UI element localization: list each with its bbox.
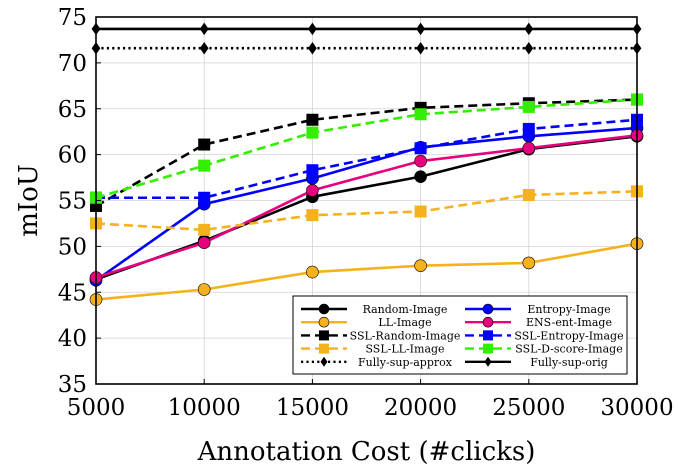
axis-ticks: 5000 10000 15000 20000 25000 30000 35 40 45 50 55 6… <box>58 5 674 421</box>
series-ll-image <box>89 237 644 306</box>
legend-label: SSL-D-score-Image <box>515 343 622 356</box>
series-line <box>95 134 638 279</box>
legend-marker <box>483 330 493 341</box>
series-ssl-ll-image <box>90 185 643 236</box>
y-tick-label: 40 <box>58 326 87 352</box>
series-lines <box>89 22 644 306</box>
y-tick-label: 65 <box>58 97 87 123</box>
data-point <box>414 259 427 272</box>
x-tick-label: 10000 <box>168 395 241 421</box>
data-point <box>306 184 319 197</box>
legend-marker <box>482 316 494 328</box>
y-tick-label: 50 <box>58 234 87 260</box>
x-tick-label: 20000 <box>384 395 457 421</box>
legend-label: SSL-LL-Image <box>365 343 444 356</box>
y-tick-label: 60 <box>58 143 87 169</box>
series-ssl-entropy-image <box>90 113 643 204</box>
legend-entry: SSL-D-score-Image <box>465 343 623 356</box>
legend-marker <box>483 343 493 354</box>
series-line <box>95 242 638 301</box>
legend-marker <box>318 316 330 328</box>
legend-marker <box>319 330 329 341</box>
data-point <box>414 142 427 155</box>
x-axis-label: Annotation Cost (#clicks) <box>197 437 536 467</box>
data-point <box>199 41 209 55</box>
data-point <box>306 209 319 222</box>
legend-marker <box>319 343 329 354</box>
data-point <box>198 223 211 236</box>
data-point <box>522 256 536 270</box>
series-line <box>95 126 638 282</box>
legend-entry: LL-Image <box>301 316 432 329</box>
legend-entry: Random-Image <box>301 303 447 316</box>
legend: Random-Image Entropy-Image LL-Image ENS-ent… <box>292 295 628 375</box>
data-point <box>414 154 427 168</box>
data-point <box>199 22 209 36</box>
data-point <box>197 236 211 250</box>
series-line <box>95 190 638 232</box>
data-point <box>522 122 535 135</box>
legend-entry: SSL-Random-Image <box>301 329 460 342</box>
series-line <box>95 98 638 199</box>
data-point <box>524 22 534 36</box>
legend-marker <box>318 303 330 315</box>
data-point <box>522 100 535 113</box>
x-tick-label: 30000 <box>600 395 673 421</box>
legend-marker <box>320 356 328 367</box>
y-tick-label: 55 <box>58 189 87 215</box>
legend-entry: Fully-sup-orig <box>465 356 608 369</box>
legend-label: Fully-sup-approx <box>358 356 453 369</box>
data-point <box>306 113 319 126</box>
data-point <box>197 283 211 296</box>
series-line <box>96 118 638 200</box>
data-point <box>198 159 211 172</box>
legend-label: LL-Image <box>378 316 431 329</box>
data-point <box>308 41 317 55</box>
legend-marker <box>482 303 494 315</box>
data-point <box>524 41 534 55</box>
legend-entry: Entropy-Image <box>465 303 611 316</box>
legend-entry: SSL-LL-Image <box>301 343 445 356</box>
data-point <box>198 138 211 151</box>
data-point <box>306 126 319 139</box>
data-point <box>306 164 319 177</box>
legend-items: Random-Image Entropy-Image LL-Image ENS-ent… <box>301 303 624 369</box>
x-tick-label: 5000 <box>67 395 126 421</box>
legend-entry: Fully-sup-approx <box>301 356 453 369</box>
data-point <box>522 141 536 155</box>
x-tick-label: 25000 <box>492 395 565 421</box>
series-random-image <box>89 129 644 286</box>
legend-label: ENS-ent-Image <box>526 316 612 329</box>
legend-entry: ENS-ent-Image <box>465 316 612 329</box>
y-axis-label: mIoU <box>14 164 44 237</box>
legend-marker <box>484 356 492 367</box>
y-tick-label: 75 <box>58 5 87 31</box>
legend-label: SSL-Entropy-Image <box>514 329 623 342</box>
legend-box <box>292 295 628 375</box>
legend-entry: SSL-Entropy-Image <box>465 329 624 342</box>
legend-label: Entropy-Image <box>527 303 610 316</box>
legend-label: Random-Image <box>363 303 448 316</box>
data-point <box>198 191 211 204</box>
series-fully-sup-approx <box>91 41 642 55</box>
data-point <box>522 188 535 201</box>
series-fully-sup-orig <box>91 22 642 36</box>
data-point <box>414 205 427 218</box>
y-tick-label: 45 <box>58 280 87 306</box>
x-tick-label: 15000 <box>276 395 349 421</box>
data-point <box>414 108 427 121</box>
y-tick-label: 35 <box>58 372 87 398</box>
data-point <box>308 22 317 36</box>
data-point <box>416 22 425 36</box>
data-point <box>416 41 425 55</box>
legend-label: Fully-sup-orig <box>530 356 608 369</box>
legend-label: SSL-Random-Image <box>350 329 461 342</box>
data-point <box>306 265 319 279</box>
series-line <box>95 98 638 208</box>
series-ens-ent-image <box>89 129 644 284</box>
data-point <box>414 170 427 183</box>
y-tick-label: 70 <box>58 51 87 77</box>
